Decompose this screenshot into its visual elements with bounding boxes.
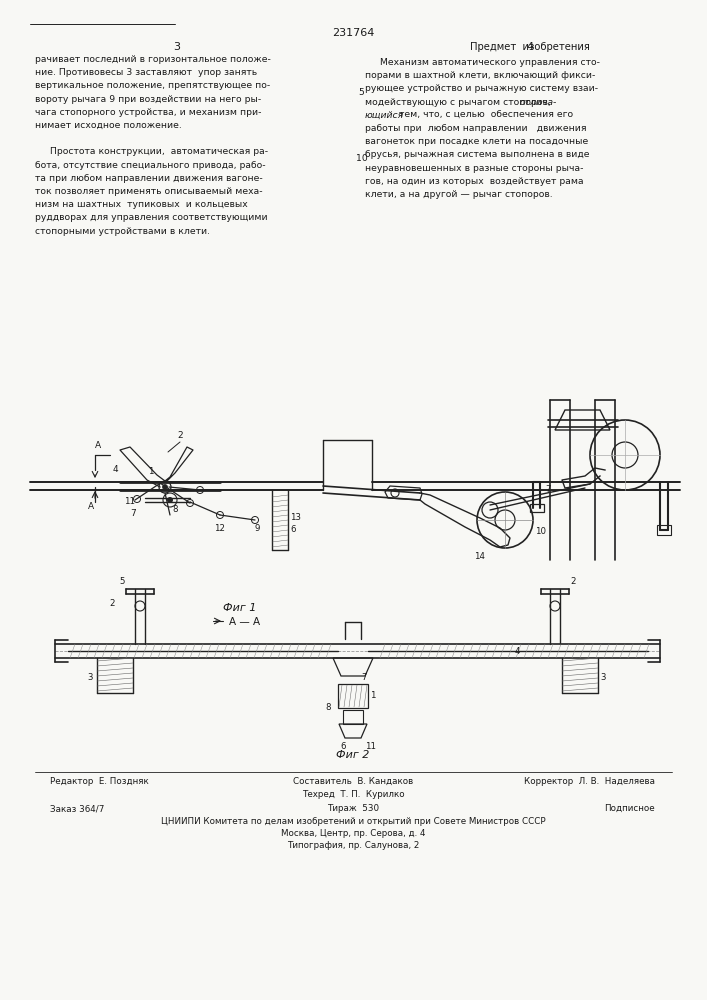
- Text: 10: 10: [356, 154, 368, 163]
- Text: 231764: 231764: [332, 28, 374, 38]
- Text: руддворах для управления соответствующими: руддворах для управления соответствующим…: [35, 213, 268, 222]
- Circle shape: [167, 497, 173, 503]
- Text: вороту рычага 9 при воздействии на него ры-: вороту рычага 9 при воздействии на него …: [35, 95, 262, 104]
- Text: 3: 3: [173, 42, 180, 52]
- Text: 2: 2: [177, 431, 183, 440]
- Text: 7: 7: [545, 486, 551, 494]
- Text: 5: 5: [358, 88, 363, 97]
- Text: 6: 6: [290, 526, 296, 534]
- Text: 5: 5: [119, 577, 124, 586]
- Bar: [338, 684, 368, 708]
- Text: A: A: [95, 441, 101, 450]
- Text: стопорными устройствами в клети.: стопорными устройствами в клети.: [35, 227, 210, 236]
- Text: Корректор  Л. В.  Наделяева: Корректор Л. В. Наделяева: [524, 777, 655, 786]
- Text: 4: 4: [527, 42, 534, 52]
- Bar: [657, 525, 671, 535]
- Text: 3: 3: [88, 674, 93, 682]
- Text: нимает исходное положение.: нимает исходное положение.: [35, 121, 182, 130]
- Text: 11: 11: [365, 742, 376, 751]
- Text: рачивает последний в горизонтальное положе-: рачивает последний в горизонтальное поло…: [35, 55, 271, 64]
- Text: клети, а на другой — рычаг стопоров.: клети, а на другой — рычаг стопоров.: [365, 190, 553, 199]
- Text: рующее устройство и рычажную систему взаи-: рующее устройство и рычажную систему вза…: [365, 84, 598, 93]
- Text: ток позволяет применять описываемый меха-: ток позволяет применять описываемый меха…: [35, 187, 262, 196]
- Text: 4: 4: [515, 647, 520, 656]
- Text: Подписное: Подписное: [604, 804, 655, 813]
- Text: 14: 14: [474, 552, 486, 561]
- Bar: [530, 504, 544, 512]
- Text: чага стопорного устройства, и механизм при-: чага стопорного устройства, и механизм п…: [35, 108, 262, 117]
- Text: 6: 6: [340, 742, 346, 751]
- Text: работы при  любом направлении   движения: работы при любом направлении движения: [365, 124, 587, 133]
- Text: низм на шахтных  тупиковых  и кольцевых: низм на шахтных тупиковых и кольцевых: [35, 200, 247, 209]
- Text: Москва, Центр, пр. Серова, д. 4: Москва, Центр, пр. Серова, д. 4: [281, 829, 425, 838]
- Text: неуравновешенных в разные стороны рыча-: неуравновешенных в разные стороны рыча-: [365, 164, 583, 173]
- Text: 2: 2: [571, 577, 575, 586]
- Text: Составитель  В. Кандаков: Составитель В. Кандаков: [293, 777, 413, 786]
- Text: А — А: А — А: [230, 617, 261, 627]
- Text: бота, отсутствие специального привода, рабо-: бота, отсутствие специального привода, р…: [35, 161, 266, 170]
- Text: 2: 2: [110, 599, 115, 608]
- Circle shape: [163, 485, 168, 489]
- Text: 1: 1: [148, 466, 153, 476]
- Text: Предмет  изобретения: Предмет изобретения: [470, 42, 590, 52]
- Text: 8: 8: [173, 506, 177, 514]
- Text: 13: 13: [290, 512, 301, 522]
- Text: 9: 9: [255, 524, 259, 533]
- Text: Фиг 1: Фиг 1: [223, 603, 257, 613]
- Text: порами в шахтной клети, включающий фикси-: порами в шахтной клети, включающий фикси…: [365, 71, 595, 80]
- Text: 3: 3: [600, 674, 605, 682]
- Text: ЦНИИПИ Комитета по делам изобретений и открытий при Совете Министров СССР: ЦНИИПИ Комитета по делам изобретений и о…: [160, 817, 545, 826]
- Text: 7: 7: [130, 508, 136, 518]
- Text: ние. Противовесы 3 заставляют  упор занять: ние. Противовесы 3 заставляют упор занят…: [35, 68, 257, 77]
- Text: ющийся: ющийся: [365, 111, 404, 120]
- Text: отлича-: отлича-: [520, 98, 557, 107]
- Text: модействующую с рычагом стопоров,: модействующую с рычагом стопоров,: [365, 98, 554, 107]
- Text: Тираж  530: Тираж 530: [327, 804, 379, 813]
- Text: тем, что, с целью  обеспечения его: тем, что, с целью обеспечения его: [396, 111, 573, 120]
- Text: 8: 8: [325, 704, 331, 712]
- Text: 12: 12: [214, 524, 226, 533]
- Text: Механизм автоматического управления сто-: Механизм автоматического управления сто-: [365, 58, 600, 67]
- Text: вертикальное положение, препятствующее по-: вертикальное положение, препятствующее п…: [35, 81, 270, 90]
- Text: 10: 10: [535, 528, 546, 536]
- Text: 11: 11: [124, 497, 136, 506]
- Text: Заказ 364/7: Заказ 364/7: [50, 804, 105, 813]
- Text: Редактор  Е. Поздняк: Редактор Е. Поздняк: [50, 777, 148, 786]
- Text: Простота конструкции,  автоматическая ра-: Простота конструкции, автоматическая ра-: [35, 147, 268, 156]
- Text: Типография, пр. Салунова, 2: Типография, пр. Салунова, 2: [287, 841, 419, 850]
- Text: A: A: [88, 502, 94, 511]
- Text: 1: 1: [370, 692, 375, 700]
- Text: брусья, рычажная система выполнена в виде: брусья, рычажная система выполнена в вид…: [365, 150, 590, 159]
- Text: гов, на один из которых  воздействует рама: гов, на один из которых воздействует рам…: [365, 177, 583, 186]
- Bar: [343, 710, 363, 724]
- Text: 7: 7: [361, 673, 366, 682]
- Text: Техред  Т. П.  Курилко: Техред Т. П. Курилко: [302, 790, 404, 799]
- Text: 4: 4: [112, 466, 118, 475]
- Text: та при любом направлении движения вагоне-: та при любом направлении движения вагоне…: [35, 174, 263, 183]
- Text: Фиг 2: Фиг 2: [337, 750, 370, 760]
- Text: вагонеток при посадке клети на посадочные: вагонеток при посадке клети на посадочны…: [365, 137, 588, 146]
